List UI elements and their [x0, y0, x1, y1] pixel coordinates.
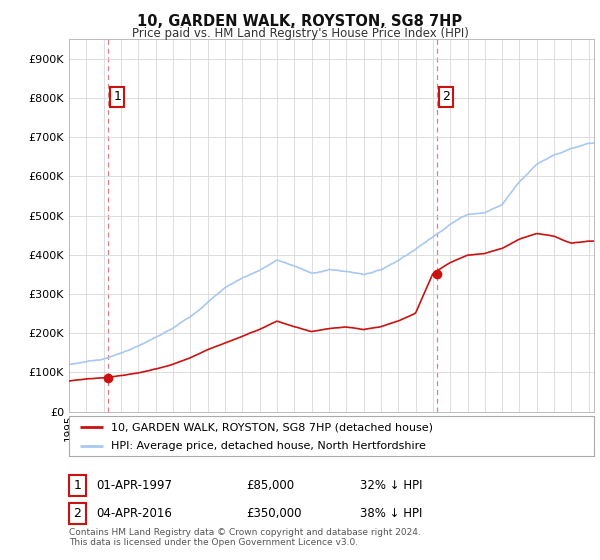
Text: 32% ↓ HPI: 32% ↓ HPI [360, 479, 422, 492]
Text: 38% ↓ HPI: 38% ↓ HPI [360, 507, 422, 520]
Text: 10, GARDEN WALK, ROYSTON, SG8 7HP: 10, GARDEN WALK, ROYSTON, SG8 7HP [137, 14, 463, 29]
Text: £350,000: £350,000 [246, 507, 302, 520]
Text: 1: 1 [113, 90, 121, 104]
Text: 2: 2 [73, 507, 82, 520]
Text: 01-APR-1997: 01-APR-1997 [96, 479, 172, 492]
Text: Contains HM Land Registry data © Crown copyright and database right 2024.
This d: Contains HM Land Registry data © Crown c… [69, 528, 421, 548]
Text: £85,000: £85,000 [246, 479, 294, 492]
Text: 1: 1 [73, 479, 82, 492]
Text: 10, GARDEN WALK, ROYSTON, SG8 7HP (detached house): 10, GARDEN WALK, ROYSTON, SG8 7HP (detac… [111, 422, 433, 432]
Text: HPI: Average price, detached house, North Hertfordshire: HPI: Average price, detached house, Nort… [111, 441, 426, 451]
Text: 2: 2 [442, 90, 450, 104]
Text: 04-APR-2016: 04-APR-2016 [96, 507, 172, 520]
Text: Price paid vs. HM Land Registry's House Price Index (HPI): Price paid vs. HM Land Registry's House … [131, 27, 469, 40]
